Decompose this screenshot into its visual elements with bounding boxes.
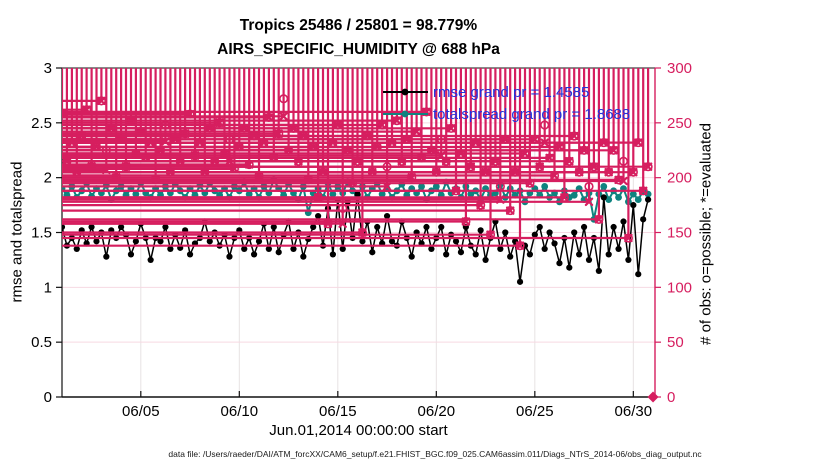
legend-item-label: rmse grand pr = 1.4585 — [433, 84, 589, 101]
y-tick-label-right: 300 — [667, 60, 692, 77]
y-tick-label-left: 1.5 — [31, 225, 52, 242]
y-tick-label-right: 100 — [667, 279, 692, 296]
x-tick-label: 06/30 — [615, 403, 653, 420]
y-tick-label-left: 3 — [44, 60, 52, 77]
obs-count-scatter — [62, 68, 653, 251]
x-tick-label: 06/10 — [221, 403, 259, 420]
x-tick-label: 06/20 — [418, 403, 456, 420]
y-tick-label-left: 0 — [44, 389, 52, 406]
x-tick-label: 06/05 — [122, 403, 160, 420]
y-tick-label-left: 2.5 — [31, 115, 52, 132]
y-tick-label-right: 150 — [667, 225, 692, 242]
y-tick-label-right: 250 — [667, 115, 692, 132]
y-tick-label-left: 0.5 — [31, 334, 52, 351]
y-tick-label-right: 50 — [667, 334, 684, 351]
y-tick-label-right: 200 — [667, 170, 692, 187]
chart-title: Tropics 25486 / 25801 = 98.779% — [239, 17, 478, 34]
legend: rmse grand pr = 1.4585 totalspread grand … — [383, 84, 630, 123]
x-tick-label: 06/15 — [319, 403, 357, 420]
y-tick-label-left: 2 — [44, 170, 52, 187]
data-file-caption: data file: /Users/raeder/DAI/ATM_forcXX/… — [168, 449, 702, 459]
y-tick-label-right: 0 — [667, 389, 675, 406]
final-zero-obs-diamond — [647, 391, 659, 403]
y-tick-label-left: 1 — [44, 279, 52, 296]
axis-ticks-and-labels: 06/05 06/10 06/15 06/20 06/25 06/30 0 0.5 1 1.5 2 2… — [31, 60, 692, 420]
rmse-line — [62, 191, 652, 285]
legend-item-label: totalspread grand pr = 1.8688 — [433, 106, 630, 123]
x-tick-label: 06/25 — [516, 403, 554, 420]
chart-subtitle: AIRS_SPECIFIC_HUMIDITY @ 688 hPa — [217, 41, 500, 58]
x-axis-label: Jun.01,2014 00:00:00 start — [269, 422, 448, 439]
